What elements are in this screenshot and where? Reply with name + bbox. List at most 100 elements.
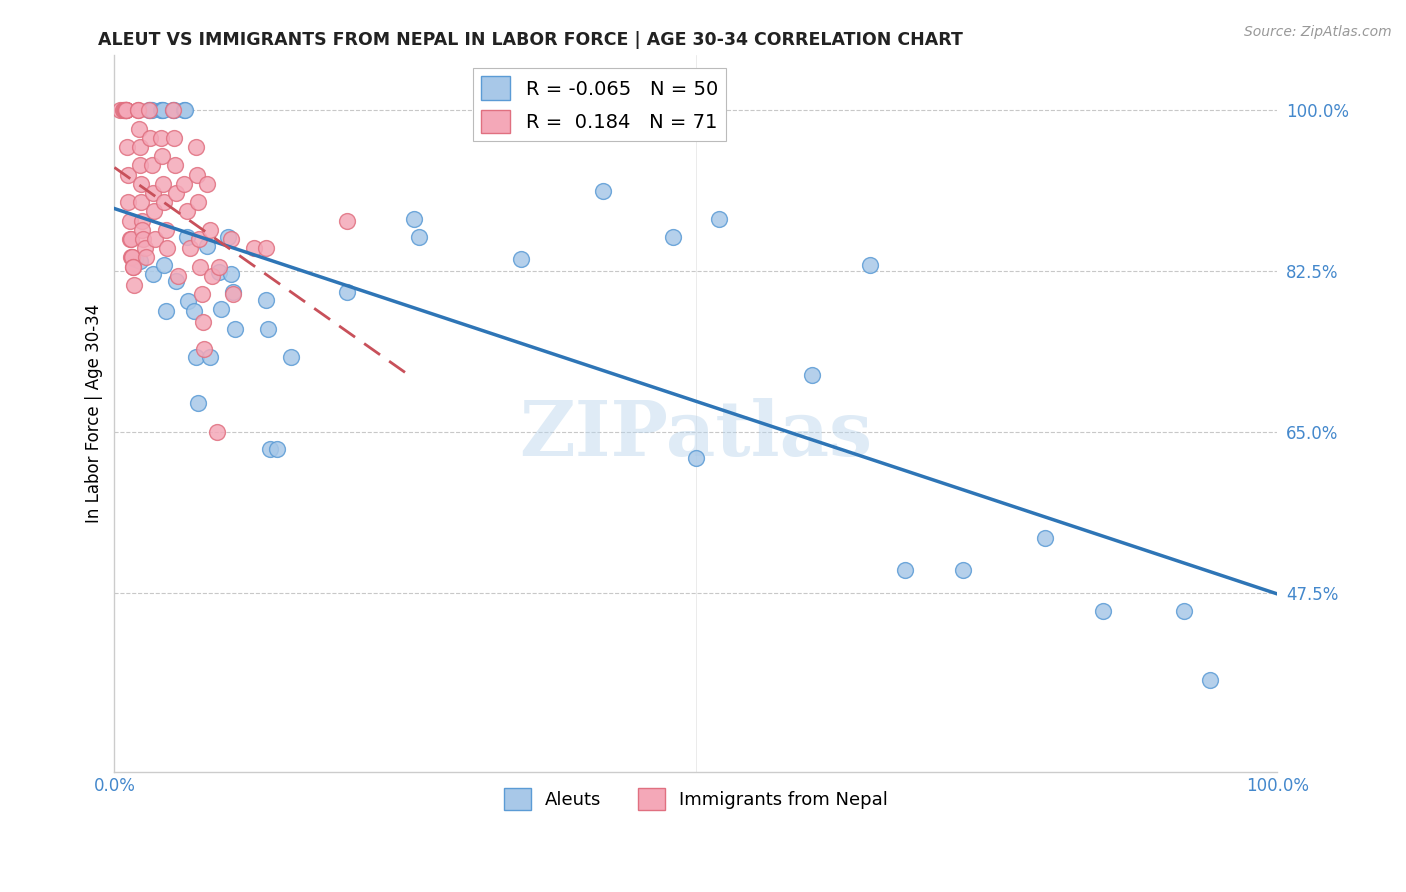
Point: [163, 103, 186, 118]
Point: [153, 195, 176, 210]
Point: [176, 204, 198, 219]
Point: [155, 303, 177, 318]
Point: [685, 450, 707, 465]
Point: [408, 230, 430, 244]
Point: [1173, 604, 1195, 618]
Point: [149, 131, 172, 145]
Point: [152, 177, 174, 191]
Point: [127, 103, 149, 118]
Text: ZIPatlas: ZIPatlas: [519, 398, 873, 472]
Point: [115, 103, 138, 118]
Point: [138, 103, 160, 118]
Point: [179, 241, 201, 255]
Point: [176, 294, 198, 309]
Point: [127, 103, 149, 118]
Point: [163, 131, 186, 145]
Point: [219, 267, 242, 281]
Point: [257, 322, 280, 336]
Point: [709, 211, 731, 226]
Point: [143, 232, 166, 246]
Point: [124, 252, 146, 267]
Point: [191, 315, 214, 329]
Point: [197, 239, 219, 253]
Point: [165, 186, 187, 200]
Point: [219, 232, 242, 246]
Point: [336, 285, 359, 300]
Point: [121, 251, 143, 265]
Point: [110, 103, 132, 118]
Point: [198, 350, 221, 364]
Point: [209, 301, 232, 316]
Point: [193, 343, 215, 357]
Point: [187, 195, 209, 210]
Point: [208, 260, 231, 274]
Point: [129, 195, 152, 210]
Point: [801, 368, 824, 382]
Point: [138, 103, 160, 118]
Y-axis label: In Labor Force | Age 30-34: In Labor Force | Age 30-34: [86, 304, 103, 524]
Point: [115, 103, 138, 118]
Point: [115, 103, 138, 118]
Point: [153, 258, 176, 272]
Point: [1092, 604, 1115, 618]
Point: [894, 563, 917, 577]
Point: [150, 149, 173, 163]
Point: [183, 303, 205, 318]
Point: [510, 252, 533, 267]
Point: [142, 204, 165, 219]
Point: [190, 287, 212, 301]
Point: [142, 186, 165, 200]
Point: [121, 251, 143, 265]
Point: [205, 425, 228, 439]
Point: [152, 103, 174, 118]
Point: [115, 103, 138, 118]
Point: [162, 103, 184, 118]
Point: [404, 211, 426, 226]
Point: [129, 254, 152, 268]
Point: [120, 251, 142, 265]
Point: [115, 140, 138, 154]
Point: [1199, 673, 1222, 688]
Point: [188, 232, 211, 246]
Point: [1033, 531, 1056, 545]
Point: [117, 195, 139, 210]
Point: [122, 260, 145, 274]
Point: [129, 140, 152, 154]
Point: [118, 232, 141, 246]
Point: [129, 158, 152, 172]
Point: [173, 177, 195, 191]
Point: [132, 232, 155, 246]
Point: [117, 168, 139, 182]
Point: [114, 103, 136, 118]
Point: [129, 177, 152, 191]
Point: [254, 293, 277, 307]
Point: [952, 563, 974, 577]
Point: [198, 223, 221, 237]
Point: [173, 103, 195, 118]
Point: [128, 121, 150, 136]
Point: [139, 131, 162, 145]
Point: [661, 230, 683, 244]
Point: [197, 177, 219, 191]
Point: [186, 168, 208, 182]
Point: [217, 230, 239, 244]
Point: [135, 251, 157, 265]
Point: [134, 241, 156, 255]
Point: [155, 223, 177, 237]
Point: [208, 265, 231, 279]
Point: [141, 103, 163, 118]
Point: [184, 350, 207, 364]
Point: [111, 103, 134, 118]
Point: [120, 232, 142, 246]
Point: [142, 267, 165, 281]
Legend: Aleuts, Immigrants from Nepal: Aleuts, Immigrants from Nepal: [496, 780, 896, 817]
Point: [150, 103, 173, 118]
Point: [222, 287, 245, 301]
Text: Source: ZipAtlas.com: Source: ZipAtlas.com: [1244, 25, 1392, 39]
Point: [156, 241, 179, 255]
Point: [174, 103, 197, 118]
Point: [190, 260, 212, 274]
Point: [266, 442, 288, 456]
Point: [167, 268, 190, 283]
Point: [187, 395, 209, 409]
